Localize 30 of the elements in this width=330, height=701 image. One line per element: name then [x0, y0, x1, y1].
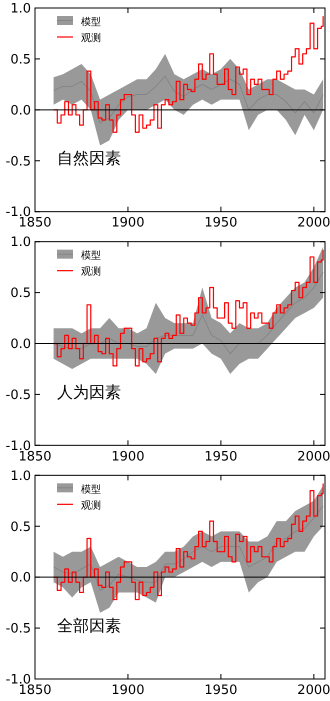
x-tick-label: 2000	[297, 683, 330, 698]
legend-label: 观测	[81, 32, 101, 44]
y-tick-label: -0.5	[6, 622, 31, 637]
x-tick-label: 1950	[204, 683, 238, 698]
y-tick-label: 0.5	[10, 286, 31, 302]
x-tick-label: 1900	[111, 216, 144, 231]
legend-label: 观测	[81, 499, 101, 512]
annotation: 人为因素	[57, 382, 121, 402]
y-tick-label: 0.0	[10, 570, 31, 586]
x-tick-label: 1950	[204, 216, 238, 231]
x-tick-label: 2000	[297, 449, 330, 464]
y-tick-label: 0.5	[10, 520, 31, 535]
y-tick-label: 0.5	[10, 52, 31, 68]
x-tick-label: 1950	[204, 449, 238, 464]
legend-label: 观测	[81, 266, 101, 278]
y-tick-label: 0.0	[10, 337, 31, 352]
legend-label: 模型	[81, 483, 101, 496]
y-tick-label: 1.0	[10, 2, 31, 16]
y-tick-label: -0.5	[6, 154, 31, 170]
y-tick-label: 0.0	[10, 103, 31, 118]
y-tick-label: 1.0	[10, 468, 31, 484]
x-tick-label: 2000	[297, 216, 330, 231]
y-tick-label: -0.5	[6, 388, 31, 403]
annotation: 自然因素	[57, 148, 121, 168]
legend-label: 模型	[81, 16, 101, 28]
annotation: 全部因素	[57, 616, 121, 635]
y-tick-label: 1.0	[10, 235, 31, 250]
x-tick-label: 1900	[111, 449, 144, 464]
legend-label: 模型	[81, 250, 101, 262]
x-tick-label: 1900	[111, 683, 144, 698]
